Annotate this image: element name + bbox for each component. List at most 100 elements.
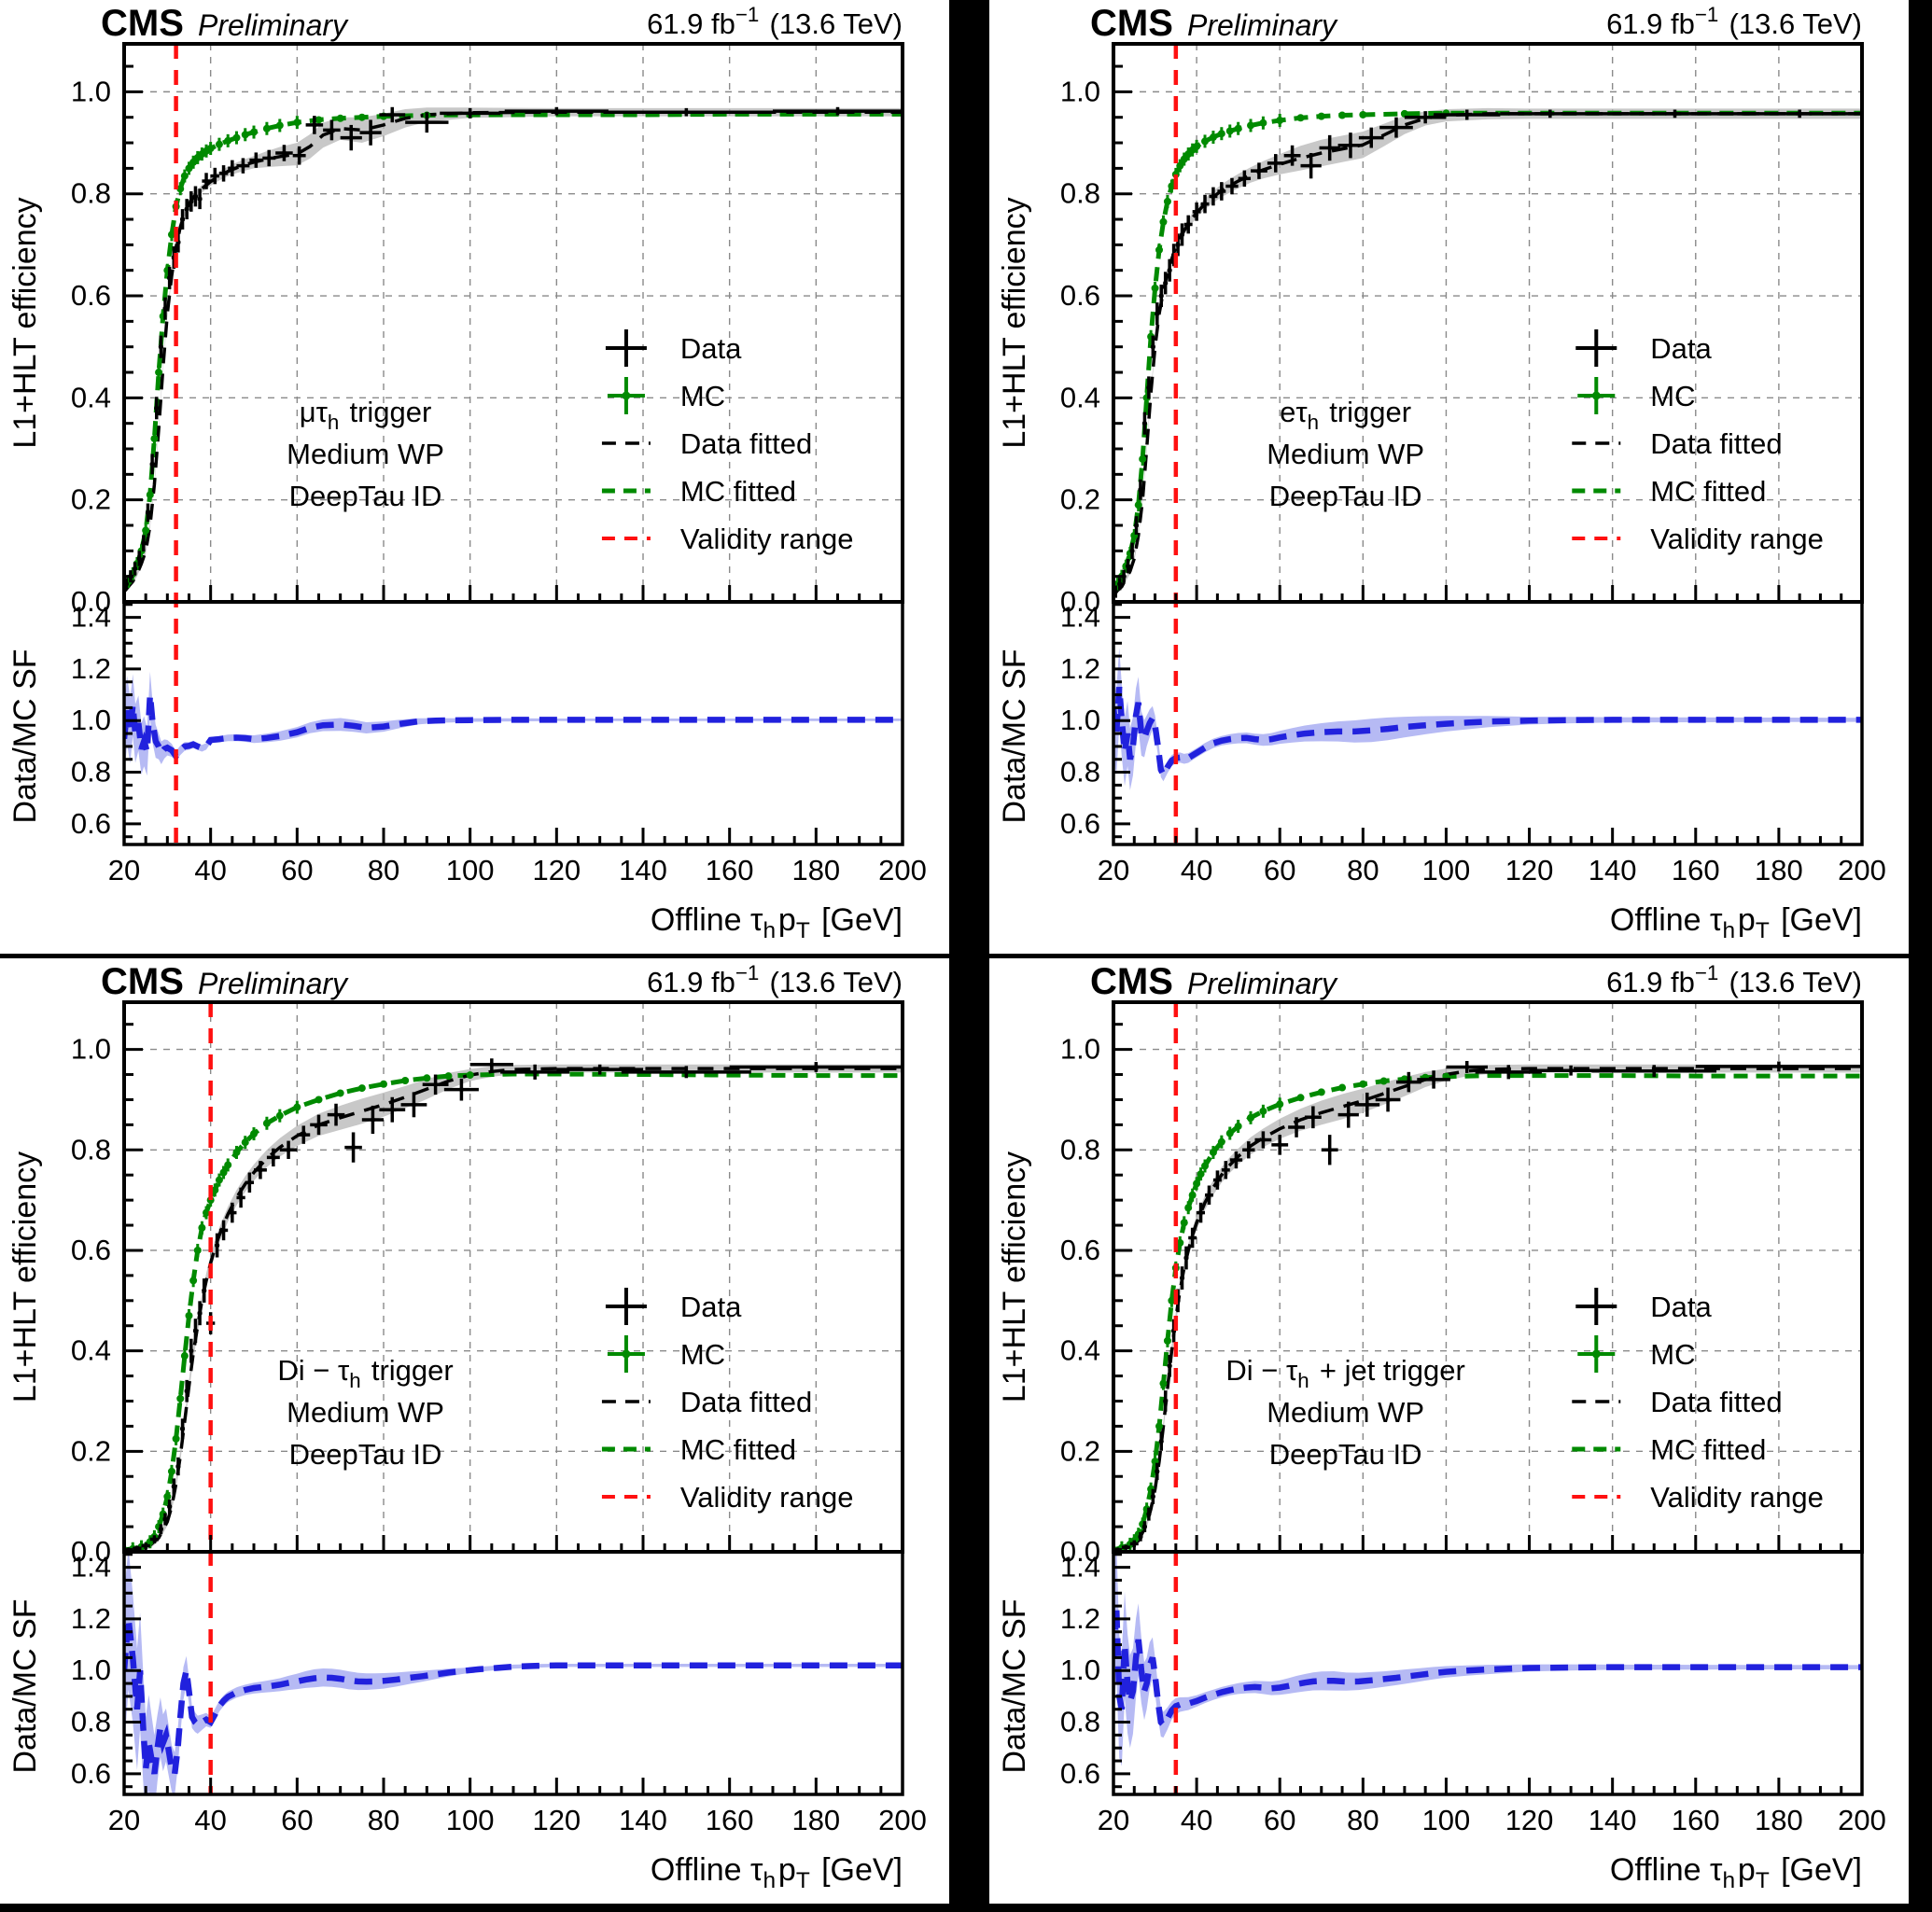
data-point bbox=[1141, 421, 1148, 426]
data-points bbox=[124, 106, 903, 591]
preliminary-label: Preliminary bbox=[1187, 967, 1338, 1000]
data-point bbox=[1146, 1512, 1152, 1517]
trigger-label-line: eτh trigger bbox=[1280, 396, 1411, 434]
data-point bbox=[1346, 1111, 1351, 1118]
legend-validity-label: Validity range bbox=[680, 523, 854, 555]
data-point bbox=[1365, 1102, 1370, 1108]
ratio-tick-label: 1.4 bbox=[71, 601, 111, 634]
panel-background bbox=[989, 958, 1909, 1904]
data-point bbox=[597, 1067, 603, 1072]
x-tick-label: 100 bbox=[446, 1804, 495, 1836]
data-point bbox=[1190, 1235, 1196, 1241]
x-tick-label: 120 bbox=[1505, 1804, 1554, 1836]
ratio-plot bbox=[124, 671, 903, 776]
tick-labels: 0.0 0.2 0.4 0.6 0.8 1.0 0.6 0.8 1.0 1.2 1.4 20 40 60 8… bbox=[1060, 75, 1886, 886]
x-tick-label: 180 bbox=[791, 854, 840, 886]
tick-labels: 0.0 0.2 0.4 0.6 0.8 1.0 0.6 0.8 1.0 1.2 1.4 20 40 60 8… bbox=[1060, 1033, 1886, 1836]
data-point bbox=[220, 171, 227, 176]
data-point bbox=[1158, 1438, 1164, 1444]
cms-logo-text: CMS bbox=[1090, 3, 1173, 44]
trigger-label-line: DeepTau ID bbox=[289, 480, 442, 512]
data-point bbox=[286, 1147, 291, 1152]
data-point bbox=[1797, 111, 1802, 117]
main-plot bbox=[1113, 1060, 1862, 1552]
ratio-tick-label: 0.6 bbox=[71, 807, 111, 840]
y-tick-label: 0.6 bbox=[71, 1234, 111, 1266]
tick-labels: 0.0 0.2 0.4 0.6 0.8 1.0 0.6 0.8 1.0 1.2 1.4 20 40 60 8… bbox=[71, 75, 927, 886]
axis-ticks bbox=[122, 64, 904, 844]
data-point bbox=[1431, 1077, 1436, 1082]
mc-point bbox=[1338, 111, 1347, 119]
etau-chart: CMS Preliminary 61.9 fb−1 (13.6 TeV) 0.0 0.2… bbox=[989, 0, 1909, 954]
data-point bbox=[158, 1527, 163, 1532]
data-point bbox=[1464, 112, 1470, 118]
y-tick-label: 0.8 bbox=[1060, 177, 1100, 210]
x-tick-label: 120 bbox=[1505, 854, 1554, 886]
mc-point bbox=[336, 114, 344, 122]
trigger-label-line: Medium WP bbox=[1267, 1396, 1424, 1429]
data-point bbox=[1206, 1193, 1212, 1198]
sf-curve bbox=[1113, 1605, 1862, 1730]
legend-mc-fitted-label: MC fitted bbox=[680, 1433, 796, 1466]
y-axis-title: L1+HLT efficiency bbox=[997, 1151, 1032, 1403]
x-tick-label: 40 bbox=[1181, 854, 1212, 886]
x-tick-label: 60 bbox=[1264, 854, 1295, 886]
data-point bbox=[1129, 548, 1135, 553]
ratio-tick-label: 0.6 bbox=[1060, 807, 1100, 840]
y-tick-label: 0.2 bbox=[71, 483, 111, 516]
data-point bbox=[489, 1062, 495, 1068]
data-point bbox=[329, 127, 334, 133]
data-point bbox=[1294, 1124, 1299, 1130]
mc-point bbox=[1317, 1088, 1325, 1096]
y-axis-title: L1+HLT efficiency bbox=[7, 1151, 43, 1403]
x-tick-label: 140 bbox=[619, 854, 667, 886]
data-point bbox=[1117, 581, 1123, 587]
data-point bbox=[1138, 487, 1143, 493]
data-point bbox=[162, 306, 168, 312]
data-point bbox=[1163, 280, 1169, 286]
data-point bbox=[1277, 1142, 1282, 1148]
x-tick-label: 80 bbox=[1347, 854, 1379, 886]
luminosity-label: 61.9 fb−1 (13.6 TeV) bbox=[1606, 3, 1862, 40]
x-tick-label: 40 bbox=[194, 1804, 226, 1836]
data-point bbox=[1138, 1534, 1143, 1540]
data-fitted-curve bbox=[124, 1067, 903, 1552]
data-point bbox=[1776, 1064, 1782, 1069]
legend-mc-label: MC bbox=[680, 380, 725, 412]
legend-mc-fitted-label: MC fitted bbox=[680, 475, 796, 508]
data-point bbox=[1310, 1114, 1316, 1120]
data-point bbox=[167, 1503, 173, 1510]
data-point bbox=[368, 130, 373, 135]
legend-data-label: Data bbox=[680, 1291, 742, 1323]
data-points bbox=[124, 1058, 903, 1552]
data-point bbox=[167, 275, 173, 281]
data-point bbox=[192, 1328, 199, 1333]
data-point bbox=[1150, 344, 1155, 350]
data-point bbox=[281, 150, 287, 156]
trigger-label-line: Medium WP bbox=[1267, 438, 1424, 470]
data-point bbox=[312, 122, 317, 128]
y-tick-label: 0.4 bbox=[71, 381, 111, 413]
header: CMS Preliminary 61.9 fb−1 (13.6 TeV) bbox=[1090, 961, 1862, 1002]
y-tick-label: 0.4 bbox=[71, 1334, 111, 1367]
ratio-y-axis-title: Data/MC SF bbox=[7, 649, 43, 823]
legend-mc-marker bbox=[622, 1349, 631, 1359]
x-tick-label: 200 bbox=[1838, 1804, 1886, 1836]
header: CMS Preliminary 61.9 fb−1 (13.6 TeV) bbox=[101, 3, 903, 44]
data-point bbox=[246, 1179, 252, 1185]
data-point bbox=[175, 1463, 181, 1470]
data-point bbox=[1223, 1167, 1228, 1173]
x-tick-label: 60 bbox=[281, 1804, 313, 1836]
ratio-tick-label: 0.8 bbox=[1060, 1706, 1100, 1738]
x-tick-label: 140 bbox=[1589, 1804, 1637, 1836]
sf-curve bbox=[124, 1618, 903, 1784]
y-tick-label: 1.0 bbox=[1060, 75, 1100, 107]
x-tick-label: 40 bbox=[194, 854, 226, 886]
trigger-label-line: Medium WP bbox=[287, 438, 444, 470]
data-point bbox=[1422, 115, 1428, 120]
data-point bbox=[468, 110, 473, 116]
data-point bbox=[532, 1069, 538, 1075]
x-tick-label: 160 bbox=[1672, 854, 1720, 886]
cms-logo-text: CMS bbox=[1090, 961, 1173, 1002]
